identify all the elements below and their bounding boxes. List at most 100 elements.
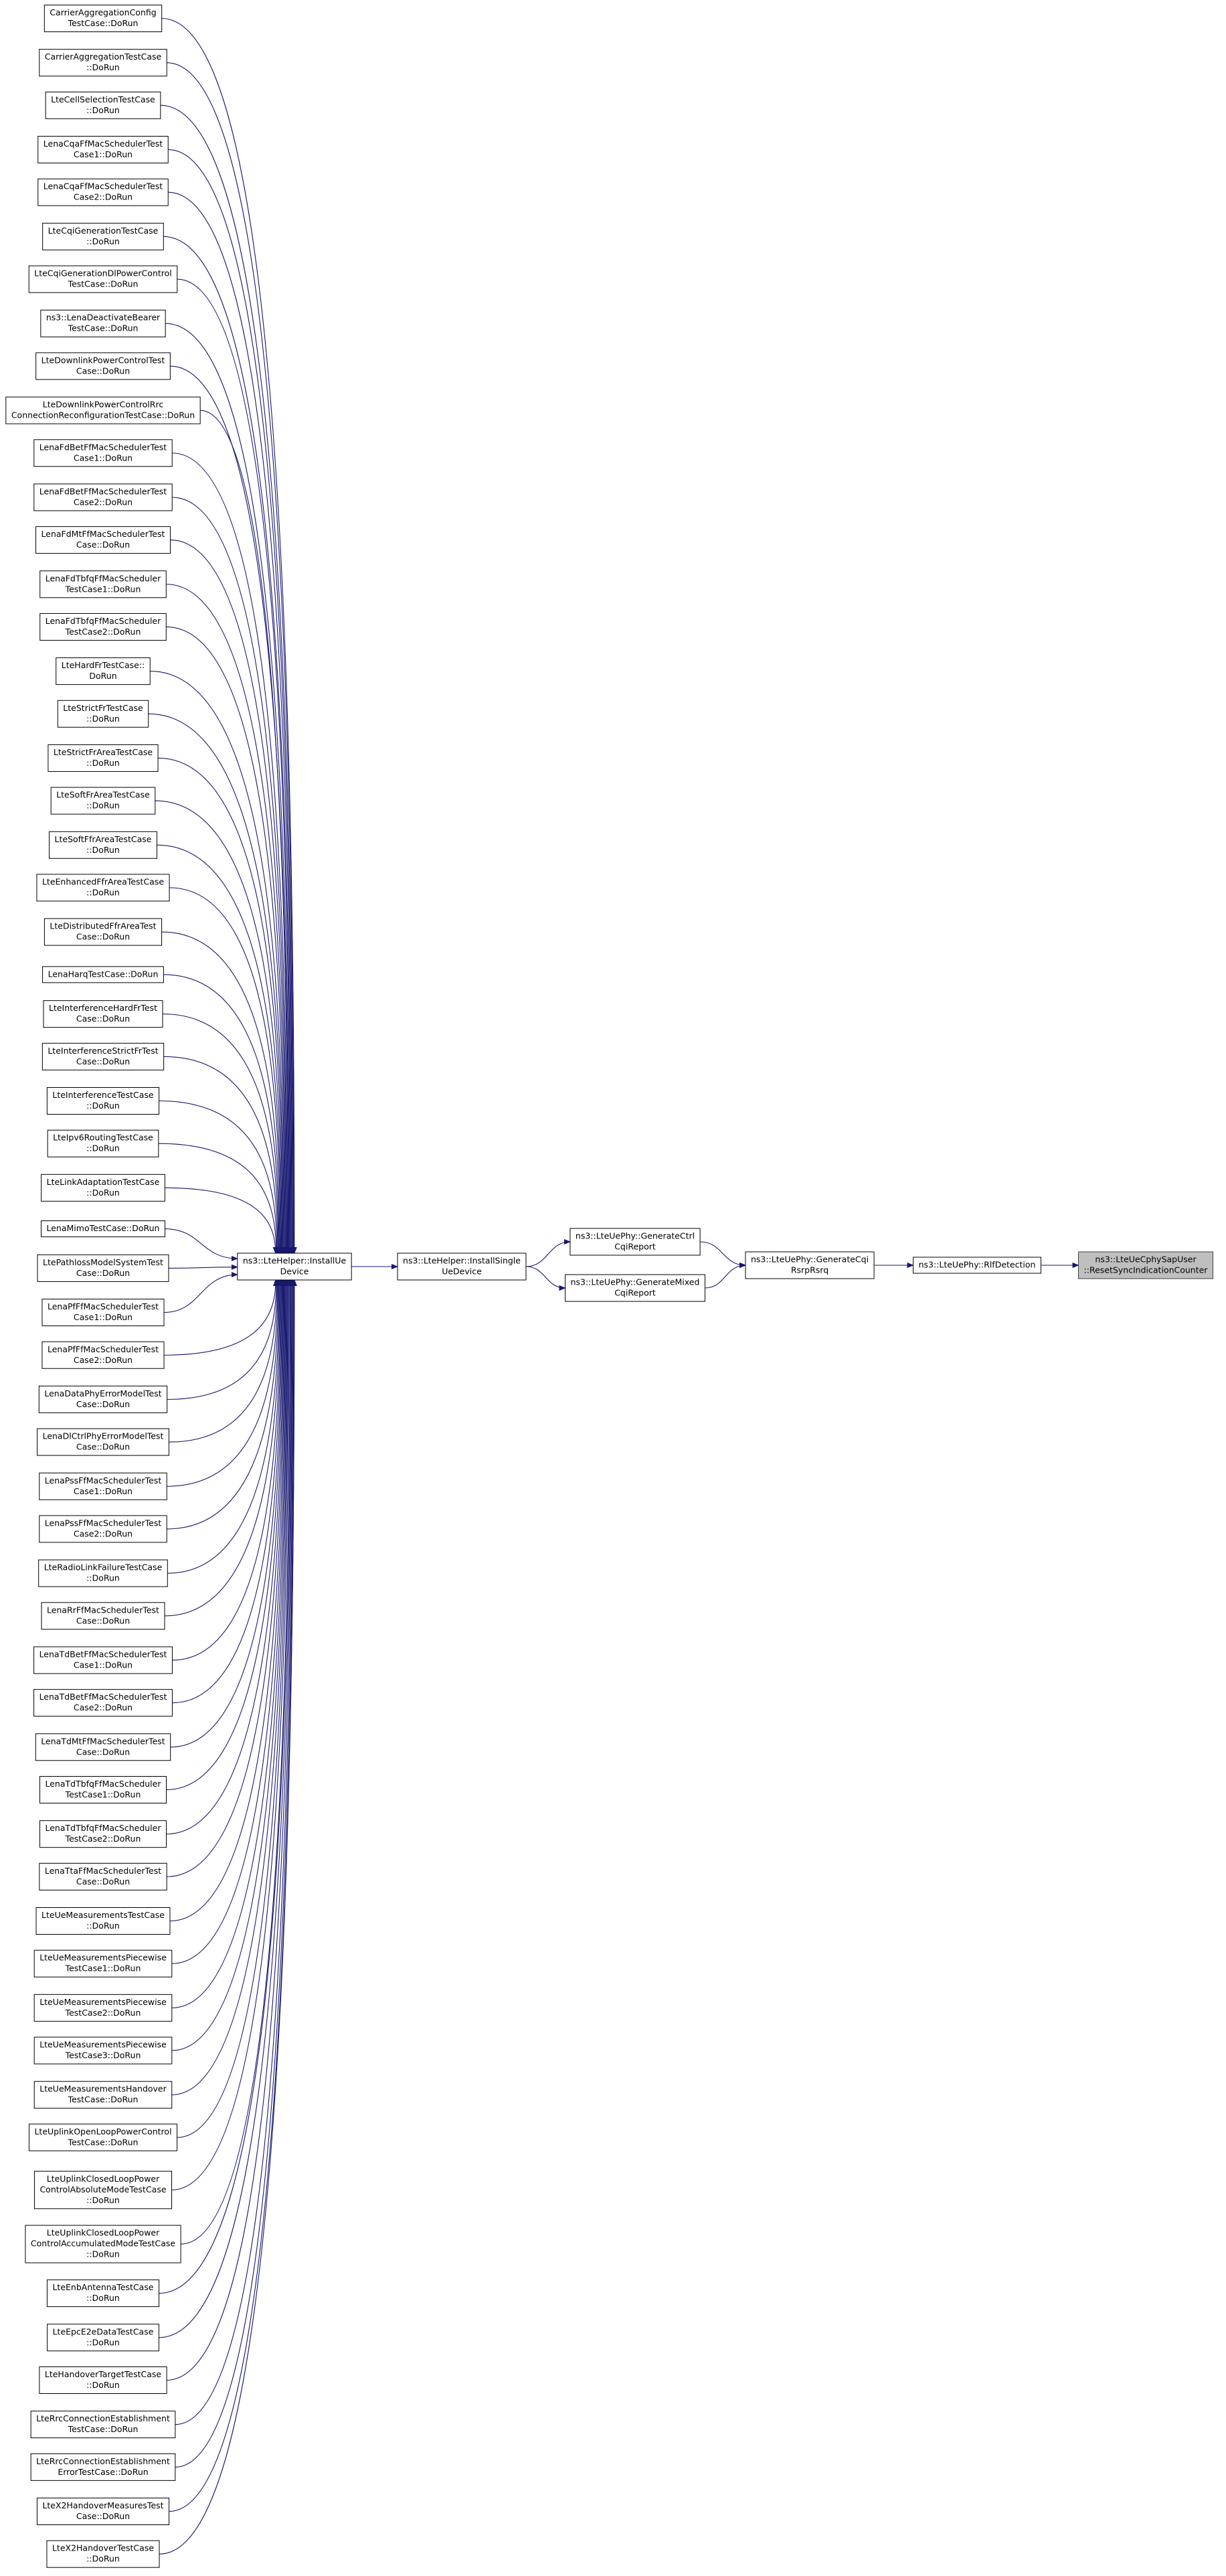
node-label: ::DoRun — [86, 801, 120, 811]
node-label: LteCqiGenerationTestCase — [48, 226, 159, 236]
node: LteRrcConnectionEstablishmentErrorTestCa… — [30, 2453, 176, 2481]
node-label: LenaDlCtrlPhyErrorModelTest — [43, 1431, 164, 1441]
node-label: ::DoRun — [86, 2380, 120, 2390]
node-label: LteStrictFrTestCase — [63, 703, 143, 713]
node: LteDownlinkPowerControlRrcConnectionReco… — [5, 396, 201, 424]
node-label: LteInterferenceTestCase — [52, 1090, 154, 1100]
node-label: Case1::DoRun — [74, 1312, 133, 1322]
node-label: ConnectionReconfigurationTestCase::DoRun — [11, 410, 195, 420]
node-box — [41, 1602, 165, 1630]
node-box — [28, 265, 178, 293]
call-edge — [168, 149, 292, 1254]
node-label: LteRrcConnectionEstablishment — [36, 2456, 170, 2466]
node-label: TestCase2::DoRun — [65, 2008, 141, 2018]
node-box — [37, 1254, 169, 1282]
node-label: Case::DoRun — [76, 1056, 130, 1066]
node-label: LenaPfFfMacSchedulerTest — [48, 1344, 159, 1354]
node: LteRrcConnectionEstablishmentTestCase::D… — [30, 2411, 176, 2439]
node-box — [36, 2498, 170, 2525]
node-label: LenaPfFfMacSchedulerTest — [48, 1301, 159, 1311]
node-box — [45, 91, 161, 119]
node-label: ::DoRun — [86, 2554, 120, 2564]
node-label: TestCase::DoRun — [68, 279, 139, 289]
node-label: TestCase3::DoRun — [65, 2050, 141, 2061]
node-label: Case::DoRun — [76, 1268, 130, 1278]
node-label: LteRadioLinkFailureTestCase — [44, 1562, 163, 1573]
node-box — [565, 1274, 705, 1302]
node-label: LteSoftFrAreaTestCase — [56, 790, 150, 800]
node-label: Case1::DoRun — [74, 149, 133, 159]
node-label: LteEnhancedFfrAreaTestCase — [42, 877, 164, 887]
call-edge — [170, 1280, 282, 1748]
call-edge — [163, 1056, 278, 1253]
node-label: Case1::DoRun — [74, 1486, 133, 1496]
node-label: Case2::DoRun — [74, 497, 133, 507]
call-edge — [175, 1280, 294, 2468]
node-box — [35, 1733, 171, 1761]
node-box — [57, 700, 149, 728]
node-label: Case::DoRun — [76, 366, 130, 376]
node-box — [39, 613, 167, 641]
call-edge — [159, 1280, 291, 2294]
node: LteStrictFrTestCase::DoRun — [57, 700, 149, 728]
node-box — [35, 1907, 171, 1935]
node-box — [42, 222, 164, 250]
node-box — [30, 2411, 176, 2439]
node-box — [33, 1949, 173, 1978]
node-label: LteUplinkOpenLoopPowerControl — [34, 2126, 171, 2136]
node: LteInterferenceTestCase::DoRun — [46, 1087, 160, 1115]
call-edge — [167, 1280, 278, 1530]
call-edge — [200, 410, 288, 1253]
call-edge — [166, 1280, 283, 1835]
node-box — [39, 1472, 167, 1500]
node-label: LenaCqaFfMacSchedulerTest — [43, 181, 163, 191]
node-box — [37, 1428, 169, 1456]
node-label: TestCase2::DoRun — [65, 1834, 141, 1844]
call-edge — [167, 62, 294, 1253]
node-label: LenaRrFfMacSchedulerTest — [47, 1605, 159, 1615]
edges — [148, 17, 1079, 2555]
node-box — [570, 1228, 701, 1256]
node-box — [47, 1129, 159, 1157]
node: LteUeMeasurementsPiecewiseTestCase1::DoR… — [33, 1949, 173, 1978]
node-label: TestCase::DoRun — [68, 2095, 139, 2105]
node-label: TestCase1::DoRun — [65, 1789, 141, 1799]
node-label: Case::DoRun — [76, 540, 130, 550]
node-label: TestCase::DoRun — [68, 18, 139, 28]
node-label: UeDevice — [442, 1267, 482, 1277]
node-box — [41, 1220, 165, 1238]
node-label: LteUeMeasurementsPiecewise — [39, 1953, 167, 1963]
call-edge — [172, 497, 286, 1253]
node-label: ::DoRun — [86, 758, 120, 768]
node-label: Case::DoRun — [76, 1876, 130, 1886]
node-box — [33, 2081, 173, 2109]
node-label: ::DoRun — [86, 888, 120, 898]
node-label: TestCase1::DoRun — [65, 584, 141, 594]
node-label: LteLinkAdaptationTestCase — [47, 1177, 160, 1187]
node-label: Case2::DoRun — [74, 1528, 133, 1538]
node-label: ns3::LteHelper::InstallUe — [243, 1256, 347, 1266]
node-label: CarrierAggregationTestCase — [45, 52, 162, 62]
node-label: ::DoRun — [86, 2337, 120, 2347]
call-edge — [164, 1275, 238, 1313]
call-edge — [163, 236, 290, 1253]
node-box — [43, 5, 163, 32]
node-label: Case::DoRun — [76, 1399, 130, 1409]
node-box — [46, 1087, 160, 1115]
